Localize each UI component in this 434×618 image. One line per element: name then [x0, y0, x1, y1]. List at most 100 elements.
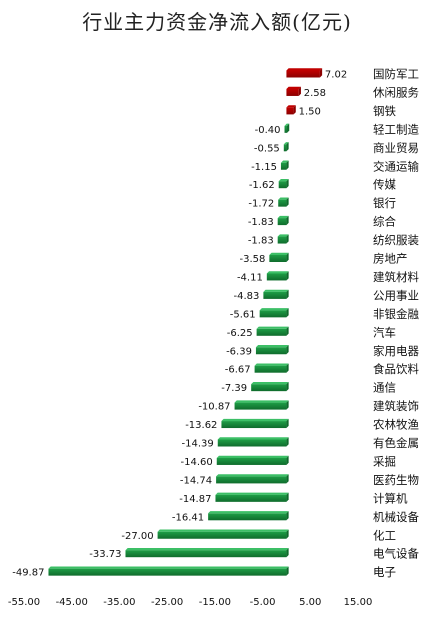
- bar-side-face: [286, 215, 289, 226]
- data-label: -6.67: [225, 365, 251, 376]
- category-label: 农林牧渔: [373, 418, 419, 432]
- bar-top-face: [251, 381, 289, 385]
- bar-top-face: [217, 437, 289, 440]
- category-label: 采掘: [373, 454, 396, 468]
- bar-top-face: [286, 68, 323, 71]
- bar-top-face: [255, 345, 289, 348]
- bar-side-face: [286, 271, 289, 281]
- data-label: -0.55: [254, 143, 280, 154]
- data-label: -14.60: [181, 457, 213, 468]
- bar-top-face: [216, 474, 289, 477]
- category-label: 汽车: [373, 325, 396, 339]
- bar: [283, 144, 287, 152]
- data-label: -13.62: [185, 420, 217, 431]
- category-label: 电子: [373, 565, 396, 579]
- category-label: 通信: [373, 381, 396, 395]
- bar: [278, 181, 287, 189]
- bar-side-face: [286, 326, 289, 336]
- bar-top-face: [269, 252, 289, 255]
- x-tick-label: 5.00: [299, 597, 321, 608]
- bar-top-face: [208, 511, 289, 514]
- bar: [251, 384, 287, 392]
- bar-top-face: [216, 455, 289, 458]
- bar: [286, 70, 320, 78]
- bar-side-face: [286, 511, 289, 521]
- category-label: 电气设备: [373, 547, 419, 561]
- category-label: 有色金属: [373, 436, 419, 450]
- data-label: -1.62: [249, 180, 275, 191]
- bar-side-face: [298, 86, 301, 96]
- bar-top-face: [283, 142, 289, 145]
- category-label: 商业贸易: [373, 141, 419, 155]
- bar: [255, 347, 287, 355]
- bar: [278, 199, 287, 207]
- category-label: 综合: [373, 215, 396, 229]
- bar-side-face: [286, 437, 289, 447]
- bar-top-face: [278, 197, 289, 200]
- category-label: 轻工制造: [373, 122, 419, 136]
- data-label: -1.72: [248, 199, 274, 210]
- bar-side-face: [286, 197, 289, 207]
- bar-top-face: [266, 271, 289, 274]
- bar-side-face: [286, 234, 289, 244]
- bar: [277, 236, 287, 244]
- data-label: -1.83: [248, 217, 274, 228]
- bar-top-face: [234, 400, 289, 403]
- category-label: 交通运输: [373, 159, 419, 173]
- bar-side-face: [286, 289, 289, 299]
- bar-top-face: [215, 492, 289, 495]
- bar: [277, 218, 287, 226]
- category-label: 房地产: [373, 252, 408, 266]
- category-label: 化工: [373, 528, 396, 542]
- data-label: -0.40: [255, 125, 281, 136]
- bar: [266, 273, 287, 281]
- bar-side-face: [286, 529, 289, 539]
- bar-side-face: [286, 400, 289, 410]
- bar-top-face: [286, 86, 301, 89]
- data-label: -16.41: [172, 512, 204, 523]
- bar-top-face: [263, 289, 289, 292]
- bar-side-face: [286, 381, 289, 392]
- bar: [254, 365, 287, 373]
- data-label: 7.02: [325, 70, 347, 81]
- bar: [48, 568, 287, 576]
- bar-top-face: [280, 160, 289, 163]
- bar-side-face: [286, 492, 289, 502]
- bar: [256, 328, 287, 336]
- bar-top-face: [278, 179, 289, 182]
- bar-side-face: [286, 160, 289, 170]
- bar-top-face: [221, 418, 289, 422]
- bar-top-face: [48, 566, 289, 569]
- data-label: -3.58: [239, 254, 265, 265]
- bar-side-face: [286, 418, 289, 429]
- data-label: -27.00: [121, 531, 153, 542]
- data-label: -6.25: [227, 328, 253, 339]
- category-label: 机械设备: [373, 510, 419, 524]
- bar: [286, 107, 294, 115]
- bar-side-face: [286, 548, 289, 558]
- bar-top-face: [286, 105, 296, 108]
- bar: [157, 531, 287, 539]
- data-label: -14.87: [179, 494, 211, 505]
- chart-title: 行业主力资金净流入额(亿元): [82, 10, 352, 34]
- category-label: 食品饮料: [373, 362, 419, 376]
- x-tick-label: -35.00: [103, 597, 135, 608]
- bar-side-face: [286, 363, 289, 373]
- category-label: 家用电器: [373, 344, 419, 358]
- data-label: -4.11: [237, 272, 263, 283]
- bar: [208, 513, 287, 521]
- bar: [286, 88, 299, 96]
- category-label: 建筑装饰: [373, 399, 419, 413]
- bar-side-face: [286, 252, 289, 262]
- bar-side-face: [286, 566, 289, 576]
- data-label: -5.61: [230, 309, 256, 320]
- bar-top-face: [259, 308, 289, 311]
- bar-side-face: [286, 179, 289, 189]
- bar: [217, 439, 287, 447]
- bar: [234, 402, 287, 410]
- x-tick-label: -25.00: [151, 597, 183, 608]
- bar: [259, 310, 287, 318]
- category-label: 休闲服务: [373, 85, 419, 99]
- bar: [215, 494, 287, 502]
- category-label: 钢铁: [373, 104, 396, 118]
